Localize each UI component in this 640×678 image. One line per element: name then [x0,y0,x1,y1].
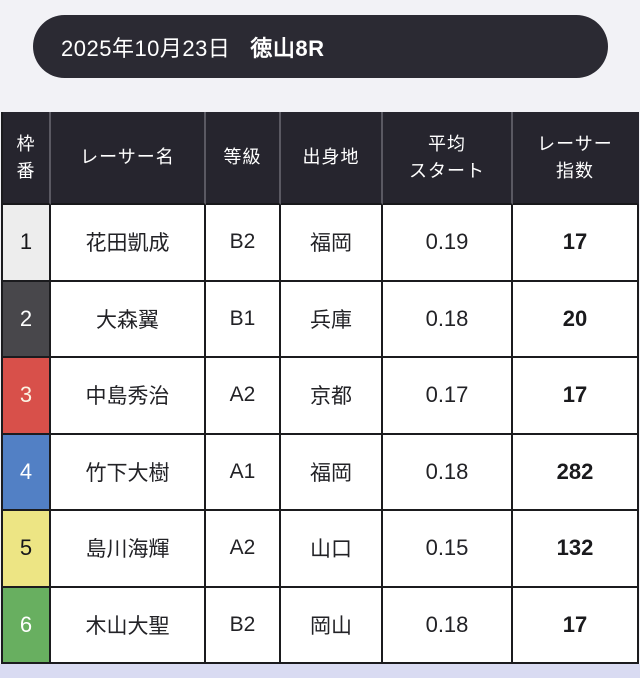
column-header-racer-name: レーサー名 [51,112,206,205]
origin-cell: 岡山 [281,587,383,664]
racer-name-cell: 中島秀治 [51,358,206,435]
class-cell: B1 [206,281,281,358]
racer-index-cell: 17 [513,358,639,435]
footer-strip [0,664,640,678]
column-header-origin: 出身地 [281,112,383,205]
racer-name-cell: 大森翼 [51,281,206,358]
origin-cell: 福岡 [281,205,383,282]
column-header-class: 等級 [206,112,281,205]
avg-start-cell: 0.15 [383,511,513,588]
racer-index-cell: 17 [513,587,639,664]
column-header-avg-start: 平均 スタート [383,112,513,205]
racer-index-cell: 17 [513,205,639,282]
frame-cell: 2 [3,281,51,358]
avg-start-cell: 0.18 [383,281,513,358]
column-header-frame: 枠 番 [3,112,51,205]
racer-name-cell: 島川海輝 [51,511,206,588]
race-name: 徳山8R [250,35,325,61]
class-cell: A2 [206,358,281,435]
class-cell: B2 [206,205,281,282]
class-cell: A2 [206,511,281,588]
frame-cell: 4 [3,434,51,511]
class-cell: A1 [206,434,281,511]
avg-start-cell: 0.18 [383,587,513,664]
avg-start-cell: 0.17 [383,358,513,435]
origin-cell: 兵庫 [281,281,383,358]
column-header-racer-index: レーサー 指数 [513,112,639,205]
racer-index-cell: 132 [513,511,639,588]
origin-cell: 福岡 [281,434,383,511]
race-date: 2025年10月23日 [61,35,231,61]
frame-cell: 1 [3,205,51,282]
origin-cell: 京都 [281,358,383,435]
origin-cell: 山口 [281,511,383,588]
class-cell: B2 [206,587,281,664]
race-header-banner: 2025年10月23日 徳山8R [33,15,608,78]
frame-cell: 3 [3,358,51,435]
racer-name-cell: 竹下大樹 [51,434,206,511]
avg-start-cell: 0.18 [383,434,513,511]
racer-index-cell: 282 [513,434,639,511]
avg-start-cell: 0.19 [383,205,513,282]
racer-name-cell: 木山大聖 [51,587,206,664]
racer-table: 枠 番 レーサー名 等級 出身地 平均 スタート レーサー 指数 1 花田凱成 … [1,112,639,664]
frame-cell: 5 [3,511,51,588]
racer-index-cell: 20 [513,281,639,358]
racer-name-cell: 花田凱成 [51,205,206,282]
frame-cell: 6 [3,587,51,664]
